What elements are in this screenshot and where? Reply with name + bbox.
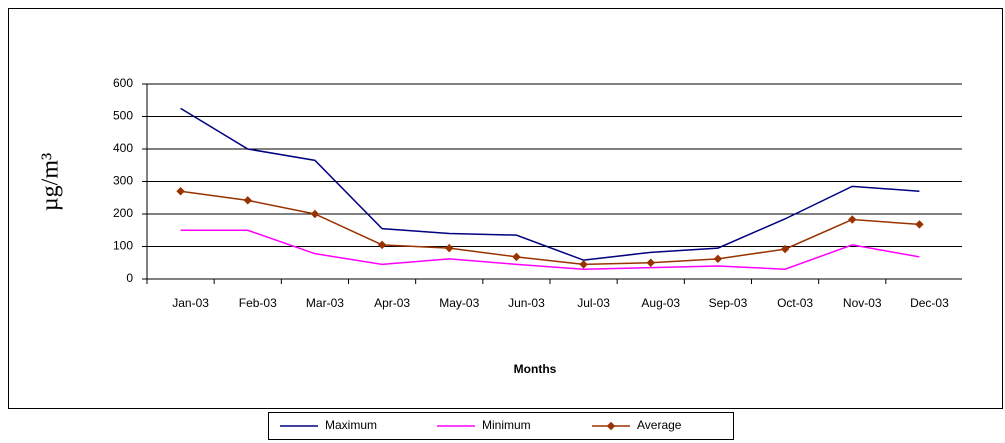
marker — [780, 244, 790, 254]
legend-label: Maximum — [325, 418, 377, 432]
legend-label: Average — [637, 418, 682, 432]
x-tick-label: Aug-03 — [641, 296, 680, 310]
marker — [377, 240, 387, 250]
x-tick-label: Feb-03 — [239, 296, 277, 310]
marker — [713, 254, 723, 264]
chart-frame — [8, 8, 1003, 409]
y-tick-label: 0 — [126, 271, 133, 285]
x-tick-label: Oct-03 — [777, 296, 813, 310]
x-tick-label: Dec-03 — [910, 296, 949, 310]
marker — [512, 252, 521, 262]
x-tick-label: Jul-03 — [577, 296, 610, 310]
marker — [848, 215, 857, 224]
marker — [646, 258, 655, 267]
y-tick-label: 600 — [113, 76, 133, 90]
x-tick-label: May-03 — [439, 296, 479, 310]
y-tick-label: 500 — [113, 109, 133, 123]
y-tick-label: 400 — [113, 141, 133, 155]
legend-box — [268, 412, 734, 440]
marker — [243, 196, 252, 205]
x-tick-label: Sep-03 — [709, 296, 748, 310]
y-axis-title: µg/m³ — [38, 153, 64, 211]
x-tick-label: Jun-03 — [508, 296, 545, 310]
legend-label: Minimum — [482, 418, 531, 432]
marker — [915, 220, 924, 229]
x-tick-label: Mar-03 — [306, 296, 344, 310]
marker — [176, 187, 185, 196]
x-tick-label: Jan-03 — [172, 296, 209, 310]
legend-marker — [606, 421, 616, 431]
marker — [579, 260, 588, 269]
marker — [310, 209, 320, 219]
y-tick-label: 100 — [113, 239, 133, 253]
y-tick-label: 200 — [113, 206, 133, 220]
marker — [445, 243, 454, 253]
y-tick-label: 300 — [113, 174, 133, 188]
series-line — [180, 229, 920, 271]
series-line — [180, 107, 920, 261]
x-tick-label: Apr-03 — [374, 296, 410, 310]
x-axis-title: Months — [514, 362, 557, 376]
x-tick-label: Nov-03 — [843, 296, 882, 310]
series-line — [180, 190, 920, 266]
